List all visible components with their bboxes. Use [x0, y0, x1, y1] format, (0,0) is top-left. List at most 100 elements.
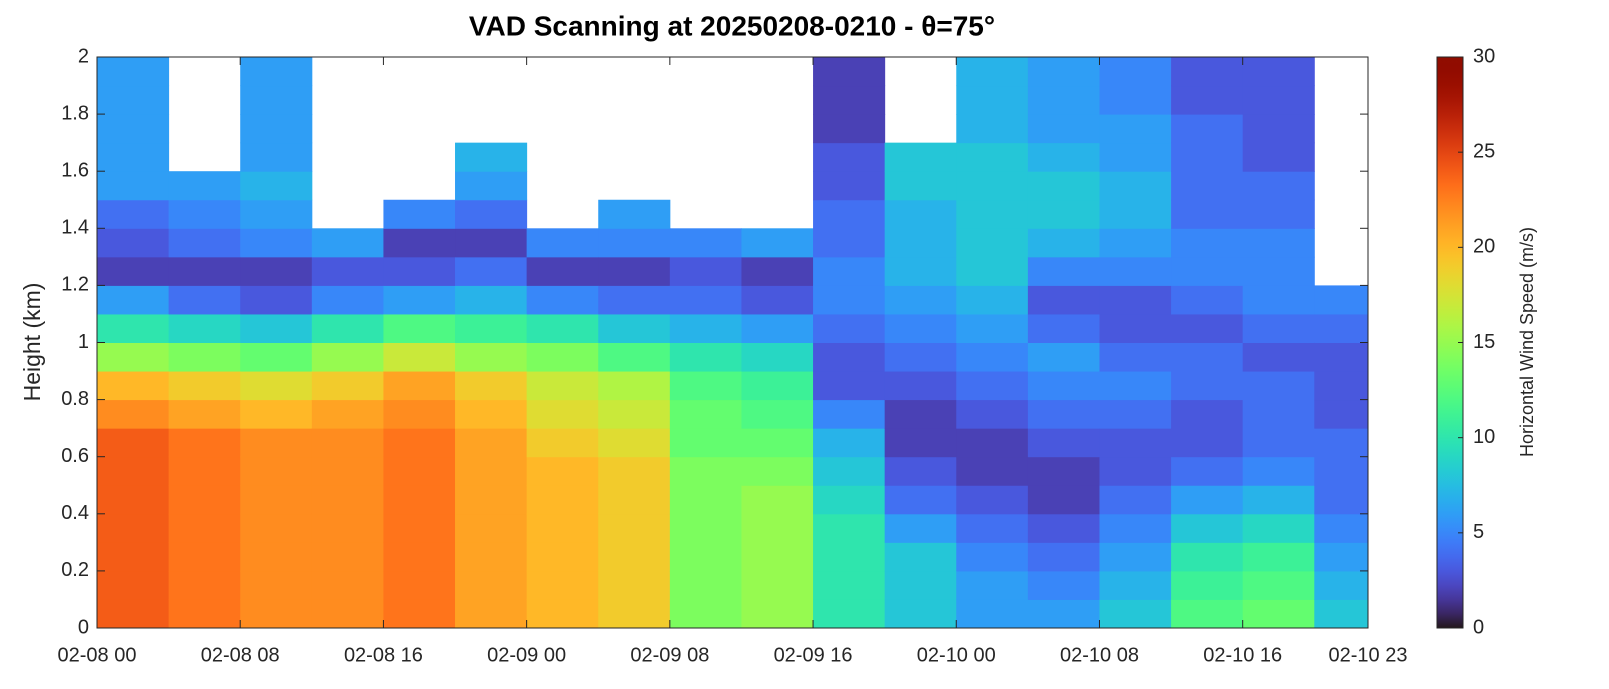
x-tick-label: 02-09 00: [487, 644, 566, 666]
heatmap-cell: [1171, 342, 1244, 372]
heatmap-cell: [741, 256, 814, 286]
heatmap-cell: [240, 399, 313, 429]
heatmap-cell: [956, 171, 1029, 201]
heatmap-cell: [97, 456, 170, 486]
heatmap-cell: [813, 142, 886, 172]
y-tick-label: 2: [78, 45, 89, 67]
heatmap-cell: [311, 285, 384, 315]
heatmap-cell: [1027, 599, 1100, 629]
heatmap-cell: [311, 542, 384, 572]
heatmap-cell: [455, 428, 528, 458]
heatmap-cell: [526, 542, 599, 572]
colorbar-label: Horizontal Wind Speed (m/s): [1517, 227, 1537, 457]
x-tick-label: 02-10 16: [1203, 644, 1282, 666]
heatmap-cell: [1027, 513, 1100, 543]
heatmap-cell: [1314, 313, 1369, 343]
heatmap-cell: [813, 114, 886, 144]
heatmap-cell: [383, 285, 456, 315]
heatmap-cell: [669, 228, 742, 258]
heatmap-cell: [1242, 228, 1315, 258]
heatmap-cell: [526, 285, 599, 315]
heatmap-cell: [311, 456, 384, 486]
heatmap-cell: [240, 313, 313, 343]
heatmap-cell: [956, 256, 1029, 286]
heatmap-cell: [956, 142, 1029, 172]
heatmap-cell: [168, 485, 241, 515]
heatmap-cell: [1027, 399, 1100, 429]
heatmap-cell: [1242, 456, 1315, 486]
heatmap-cell: [598, 428, 671, 458]
heatmap-cell: [884, 542, 957, 572]
heatmap-cell: [383, 542, 456, 572]
y-tick-label: 1: [78, 331, 89, 353]
heatmap-cell: [1027, 142, 1100, 172]
heatmap-cell: [1171, 285, 1244, 315]
heatmap-cell: [1171, 57, 1244, 87]
heatmap-cell: [168, 371, 241, 401]
colorbar-tick-label: 30: [1473, 45, 1495, 67]
heatmap-cell: [383, 485, 456, 515]
heatmap-cell: [1027, 57, 1100, 87]
heatmap-cell: [884, 399, 957, 429]
heatmap-cell: [1099, 313, 1172, 343]
heatmap-cell: [741, 228, 814, 258]
heatmap-cell: [240, 228, 313, 258]
heatmap-cell: [598, 456, 671, 486]
heatmap-cell: [311, 399, 384, 429]
colorbar-tick-label: 0: [1473, 616, 1484, 638]
heatmap-cell: [813, 570, 886, 600]
heatmap-cell: [1171, 228, 1244, 258]
heatmap-cell: [669, 485, 742, 515]
heatmap-cell: [884, 171, 957, 201]
heatmap-cell: [1171, 513, 1244, 543]
heatmap-cell: [741, 599, 814, 629]
heatmap-cell: [1099, 228, 1172, 258]
heatmap-cell: [168, 199, 241, 229]
heatmap-cell: [956, 485, 1029, 515]
heatmap-cell: [311, 428, 384, 458]
heatmap-cell: [240, 513, 313, 543]
colorbar-tick-label: 5: [1473, 521, 1484, 543]
heatmap-cell: [240, 285, 313, 315]
colorbar-tick-label: 20: [1473, 236, 1495, 258]
heatmap-cell: [741, 485, 814, 515]
heatmap-cell: [1171, 456, 1244, 486]
heatmap-cell: [669, 599, 742, 629]
heatmap-cell: [526, 256, 599, 286]
heatmap-cell: [1171, 428, 1244, 458]
heatmap-cell: [311, 570, 384, 600]
heatmap-cell: [813, 599, 886, 629]
heatmap-cell: [168, 570, 241, 600]
heatmap-cell: [97, 57, 170, 87]
heatmap-cell: [526, 313, 599, 343]
colorbar-tick-label: 15: [1473, 331, 1495, 353]
heatmap-cell: [240, 456, 313, 486]
heatmap-cell: [383, 599, 456, 629]
heatmap-cell: [1314, 599, 1369, 629]
heatmap-cell: [1099, 85, 1172, 115]
heatmap-cell: [741, 285, 814, 315]
heatmap-cell: [97, 371, 170, 401]
heatmap-cell: [598, 570, 671, 600]
heatmap-cell: [168, 456, 241, 486]
heatmap-cell: [956, 285, 1029, 315]
heatmap-cell: [1242, 285, 1315, 315]
heatmap-cell: [813, 285, 886, 315]
heatmap-cell: [97, 428, 170, 458]
heatmap-cell: [1027, 256, 1100, 286]
heatmap-cell: [526, 399, 599, 429]
heatmap-cell: [240, 485, 313, 515]
colorbar-tick-label: 25: [1473, 140, 1495, 162]
heatmap-cell: [1171, 171, 1244, 201]
heatmap-cell: [1314, 513, 1369, 543]
heatmap-cell: [813, 371, 886, 401]
heatmap-cell: [598, 199, 671, 229]
heatmap-cell: [455, 599, 528, 629]
y-axis-label: Height (km): [19, 283, 45, 402]
x-tick-label: 02-10 23: [1329, 644, 1408, 666]
heatmap-cell: [1314, 285, 1369, 315]
heatmap-cell: [598, 399, 671, 429]
heatmap-cell: [455, 371, 528, 401]
heatmap-cell: [884, 428, 957, 458]
